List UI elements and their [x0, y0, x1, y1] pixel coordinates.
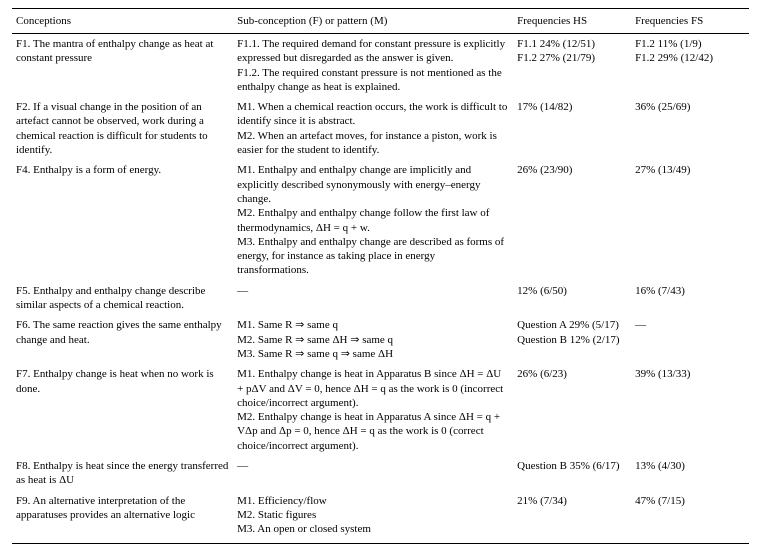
header-sub: Sub-conception (F) or pattern (M): [233, 9, 513, 34]
cell-hs: F1.1 24% (12/51) F1.2 27% (21/79): [513, 34, 631, 98]
cell-hs: 17% (14/82): [513, 97, 631, 160]
cell-fs: F1.2 11% (1/9) F1.2 29% (12/42): [631, 34, 749, 98]
cell-hs: 12% (6/50): [513, 281, 631, 316]
cell-conceptions: F6. The same reaction gives the same ent…: [12, 315, 233, 364]
cell-conceptions: F7. Enthalpy change is heat when no work…: [12, 364, 233, 456]
table-row: F5. Enthalpy and enthalpy change describ…: [12, 281, 749, 316]
cell-hs: 26% (6/23): [513, 364, 631, 456]
table-row: F9. An alternative interpretation of the…: [12, 491, 749, 543]
cell-fs: 47% (7/15): [631, 491, 749, 543]
cell-fs: 39% (13/33): [631, 364, 749, 456]
cell-conceptions: F2. If a visual change in the position o…: [12, 97, 233, 160]
cell-sub: M1. Same R ⇒ same q M2. Same R ⇒ same ΔH…: [233, 315, 513, 364]
table-row: F6. The same reaction gives the same ent…: [12, 315, 749, 364]
cell-fs: 13% (4/30): [631, 456, 749, 491]
cell-fs: 16% (7/43): [631, 281, 749, 316]
cell-hs: 21% (7/34): [513, 491, 631, 543]
cell-sub: M1. When a chemical reaction occurs, the…: [233, 97, 513, 160]
cell-sub: M1. Enthalpy and enthalpy change are imp…: [233, 160, 513, 280]
table-row: F2. If a visual change in the position o…: [12, 97, 749, 160]
header-hs: Frequencies HS: [513, 9, 631, 34]
cell-conceptions: F8. Enthalpy is heat since the energy tr…: [12, 456, 233, 491]
table-row: F8. Enthalpy is heat since the energy tr…: [12, 456, 749, 491]
cell-fs: 27% (13/49): [631, 160, 749, 280]
cell-fs: —: [631, 315, 749, 364]
table-row: F7. Enthalpy change is heat when no work…: [12, 364, 749, 456]
table-body: F1. The mantra of enthalpy change as hea…: [12, 34, 749, 544]
cell-sub: —: [233, 281, 513, 316]
table-row: F1. The mantra of enthalpy change as hea…: [12, 34, 749, 98]
cell-fs: 36% (25/69): [631, 97, 749, 160]
header-fs: Frequencies FS: [631, 9, 749, 34]
conceptions-table: Conceptions Sub-conception (F) or patter…: [12, 8, 749, 544]
cell-hs: 26% (23/90): [513, 160, 631, 280]
cell-hs: Question A 29% (5/17) Question B 12% (2/…: [513, 315, 631, 364]
cell-sub: M1. Enthalpy change is heat in Apparatus…: [233, 364, 513, 456]
cell-sub: F1.1. The required demand for constant p…: [233, 34, 513, 98]
header-conceptions: Conceptions: [12, 9, 233, 34]
cell-hs: Question B 35% (6/17): [513, 456, 631, 491]
cell-conceptions: F5. Enthalpy and enthalpy change describ…: [12, 281, 233, 316]
cell-conceptions: F4. Enthalpy is a form of energy.: [12, 160, 233, 280]
cell-conceptions: F1. The mantra of enthalpy change as hea…: [12, 34, 233, 98]
cell-sub: —: [233, 456, 513, 491]
cell-sub: M1. Efficiency/flow M2. Static figures M…: [233, 491, 513, 543]
cell-conceptions: F9. An alternative interpretation of the…: [12, 491, 233, 543]
table-row: F4. Enthalpy is a form of energy.M1. Ent…: [12, 160, 749, 280]
